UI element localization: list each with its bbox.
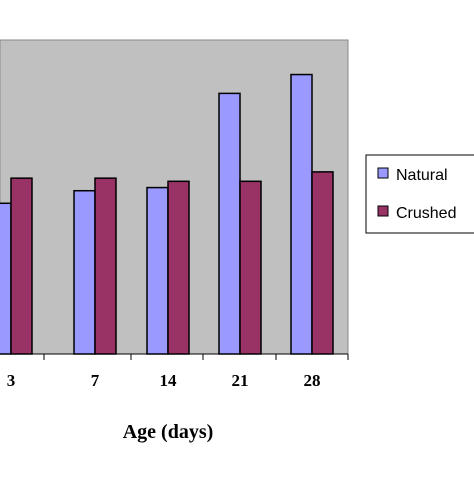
legend-swatch-natural — [377, 167, 389, 179]
bar-crushed-14 — [167, 180, 190, 355]
bar-natural-28 — [290, 73, 313, 355]
x-tick-label-21: 21 — [232, 371, 249, 390]
bar-crushed-28 — [311, 171, 334, 355]
x-tick-label-3: 3 — [7, 371, 16, 390]
x-tick-label-7: 7 — [91, 371, 100, 390]
x-tick-label-28: 28 — [304, 371, 321, 390]
bar-crushed-21 — [239, 180, 262, 355]
bar-natural-7 — [73, 189, 96, 355]
x-tick-label-14: 14 — [160, 371, 178, 390]
legend-swatch-crushed — [377, 205, 389, 217]
bar-natural-3 — [0, 202, 12, 355]
bar-natural-21 — [218, 92, 241, 355]
x-axis-title: Age (days) — [123, 421, 214, 443]
bars-layer — [0, 73, 334, 355]
legend-label-natural: Natural — [396, 167, 448, 184]
legend-label-crushed: Crushed — [396, 205, 456, 222]
legend: Natural Crushed — [365, 154, 474, 234]
x-ticks: 3 7 14 21 28 — [7, 354, 349, 390]
bar-natural-14 — [146, 186, 169, 355]
bar-crushed-7 — [94, 177, 117, 355]
bar-crushed-3 — [10, 177, 33, 355]
